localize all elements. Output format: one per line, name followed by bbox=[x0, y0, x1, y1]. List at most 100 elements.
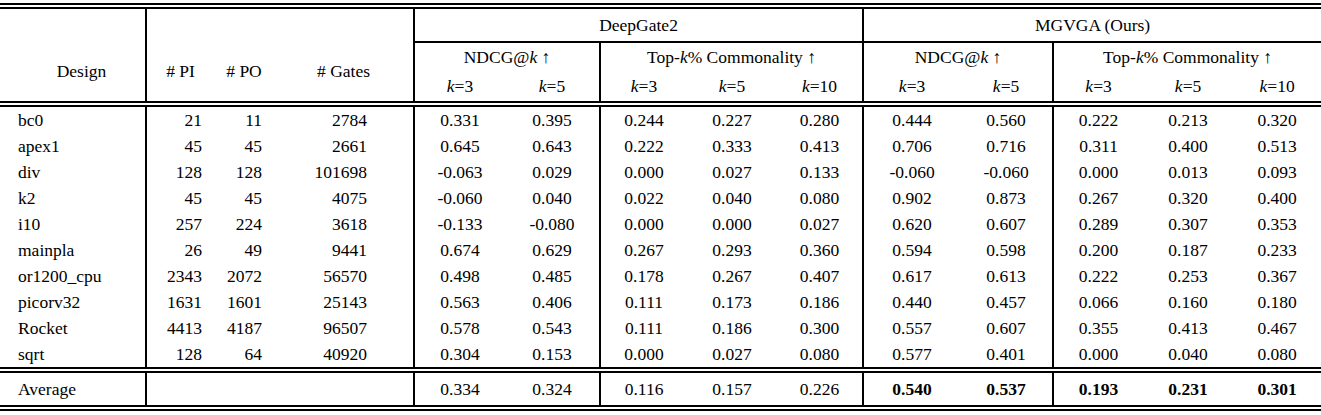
table-row: sqrt12864409200.3040.1530.0000.0270.0800… bbox=[0, 341, 1321, 370]
mgvga-value-cell: 0.093 bbox=[1233, 159, 1321, 185]
mgvga-value-cell: 0.013 bbox=[1143, 159, 1233, 185]
mgvga-average-value: 0.540 bbox=[863, 370, 960, 408]
topk-label-k: k bbox=[680, 47, 688, 67]
k-symbol: k bbox=[993, 76, 1001, 96]
group-header-row: DeepGate2 MGVGA (Ours) bbox=[0, 6, 1321, 42]
design-cell: apex1 bbox=[0, 133, 146, 159]
k-value: =5 bbox=[1183, 76, 1202, 96]
design-cell: mainpla bbox=[0, 237, 146, 263]
mgvga-value-cell: 0.307 bbox=[1143, 211, 1233, 237]
dg2-value-cell: 0.222 bbox=[600, 133, 687, 159]
k-value: =5 bbox=[547, 76, 566, 96]
dg2-value-cell: 0.029 bbox=[505, 159, 600, 185]
mgvga-average-value: 0.231 bbox=[1143, 370, 1233, 408]
dg2-value-cell: 0.040 bbox=[687, 185, 777, 211]
dg2-value-cell: 0.300 bbox=[777, 315, 863, 341]
mgvga-group-header: MGVGA (Ours) bbox=[863, 6, 1321, 42]
dg2-value-cell: 0.173 bbox=[687, 289, 777, 315]
pi-cell: 45 bbox=[146, 185, 214, 211]
dg2-value-cell: 0.333 bbox=[687, 133, 777, 159]
dg2-value-cell: 0.280 bbox=[777, 104, 863, 133]
pi-cell: 128 bbox=[146, 159, 214, 185]
mgvga-value-cell: 0.577 bbox=[863, 341, 960, 370]
design-cell: div bbox=[0, 159, 146, 185]
mgvga-value-cell: 0.355 bbox=[1053, 315, 1143, 341]
dg2-value-cell: 0.080 bbox=[777, 185, 863, 211]
mgvga-topk-k5-header: k=5 bbox=[1143, 71, 1233, 104]
gates-cell: 56570 bbox=[274, 263, 414, 289]
dg2-value-cell: -0.080 bbox=[505, 211, 600, 237]
dg2-value-cell: 0.645 bbox=[414, 133, 505, 159]
pi-column-header: # PI bbox=[146, 42, 214, 104]
mgvga-value-cell: 0.513 bbox=[1233, 133, 1321, 159]
k-symbol: k bbox=[447, 76, 455, 96]
dg2-average-value: 0.226 bbox=[777, 370, 863, 408]
dg2-value-cell: 0.133 bbox=[777, 159, 863, 185]
mgvga-value-cell: 0.440 bbox=[863, 289, 960, 315]
dg2-value-cell: 0.178 bbox=[600, 263, 687, 289]
mgvga-value-cell: 0.613 bbox=[960, 263, 1053, 289]
dg2-value-cell: 0.406 bbox=[505, 289, 600, 315]
mgvga-value-cell: 0.620 bbox=[863, 211, 960, 237]
design-cell: i10 bbox=[0, 211, 146, 237]
mgvga-ndcg-k5-header: k=5 bbox=[960, 71, 1053, 104]
dg2-average-value: 0.324 bbox=[505, 370, 600, 408]
mgvga-average-value: 0.193 bbox=[1053, 370, 1143, 408]
average-po-empty bbox=[214, 370, 274, 408]
mgvga-value-cell: 0.160 bbox=[1143, 289, 1233, 315]
mgvga-value-cell: -0.060 bbox=[863, 159, 960, 185]
design-cell: k2 bbox=[0, 185, 146, 211]
k-symbol: k bbox=[899, 76, 907, 96]
table-body: bc0211127840.3310.3950.2440.2270.2800.44… bbox=[0, 104, 1321, 370]
mgvga-value-cell: 0.706 bbox=[863, 133, 960, 159]
mgvga-value-cell: 0.187 bbox=[1143, 237, 1233, 263]
mgvga-value-cell: 0.320 bbox=[1233, 104, 1321, 133]
table-row: picorv3216311601251430.5630.4060.1110.17… bbox=[0, 289, 1321, 315]
k-symbol: k bbox=[1175, 76, 1183, 96]
mgvga-topk-k10-header: k=10 bbox=[1233, 71, 1321, 104]
ndcg-label-arrow: ↑ bbox=[988, 47, 1001, 67]
dg2-value-cell: 0.244 bbox=[600, 104, 687, 133]
mgvga-value-cell: 0.467 bbox=[1233, 315, 1321, 341]
dg2-value-cell: 0.304 bbox=[414, 341, 505, 370]
gates-cell: 3618 bbox=[274, 211, 414, 237]
k-value: =3 bbox=[907, 76, 926, 96]
dg2-value-cell: 0.331 bbox=[414, 104, 505, 133]
mgvga-value-cell: 0.267 bbox=[1053, 185, 1143, 211]
topk-label-pre: Top- bbox=[1103, 47, 1136, 67]
pi-cell: 2343 bbox=[146, 263, 214, 289]
gates-cell: 101698 bbox=[274, 159, 414, 185]
table-row: apex1454526610.6450.6430.2220.3330.4130.… bbox=[0, 133, 1321, 159]
k-value: =10 bbox=[810, 76, 837, 96]
gates-cell: 2661 bbox=[274, 133, 414, 159]
k-symbol: k bbox=[539, 76, 547, 96]
dg2-value-cell: 0.111 bbox=[600, 315, 687, 341]
ndcg-label-pre: NDCG@ bbox=[464, 47, 530, 67]
k-value: =3 bbox=[639, 76, 658, 96]
dg2-topk-header: Top-k% Commonality ↑ bbox=[600, 42, 863, 71]
dg2-value-cell: 0.395 bbox=[505, 104, 600, 133]
gates-cell: 25143 bbox=[274, 289, 414, 315]
dg2-topk-k3-header: k=3 bbox=[600, 71, 687, 104]
po-cell: 45 bbox=[214, 185, 274, 211]
pi-cell: 4413 bbox=[146, 315, 214, 341]
mgvga-value-cell: 0.457 bbox=[960, 289, 1053, 315]
table-row: i102572243618-0.133-0.0800.0000.0000.027… bbox=[0, 211, 1321, 237]
k-symbol: k bbox=[631, 76, 639, 96]
dg2-value-cell: -0.060 bbox=[414, 185, 505, 211]
po-cell: 128 bbox=[214, 159, 274, 185]
dg2-value-cell: 0.643 bbox=[505, 133, 600, 159]
dg2-value-cell: 0.027 bbox=[777, 211, 863, 237]
mgvga-ndcg-header: NDCG@k ↑ bbox=[863, 42, 1053, 71]
dg2-value-cell: 0.022 bbox=[600, 185, 687, 211]
pi-cell: 128 bbox=[146, 341, 214, 370]
design-cell: bc0 bbox=[0, 104, 146, 133]
mgvga-value-cell: 0.000 bbox=[1053, 159, 1143, 185]
mgvga-average-value: 0.537 bbox=[960, 370, 1053, 408]
pi-cell: 1631 bbox=[146, 289, 214, 315]
design-cell: picorv32 bbox=[0, 289, 146, 315]
dg2-value-cell: 0.000 bbox=[600, 211, 687, 237]
mgvga-value-cell: 0.902 bbox=[863, 185, 960, 211]
dg2-ndcg-k5-header: k=5 bbox=[505, 71, 600, 104]
po-cell: 45 bbox=[214, 133, 274, 159]
